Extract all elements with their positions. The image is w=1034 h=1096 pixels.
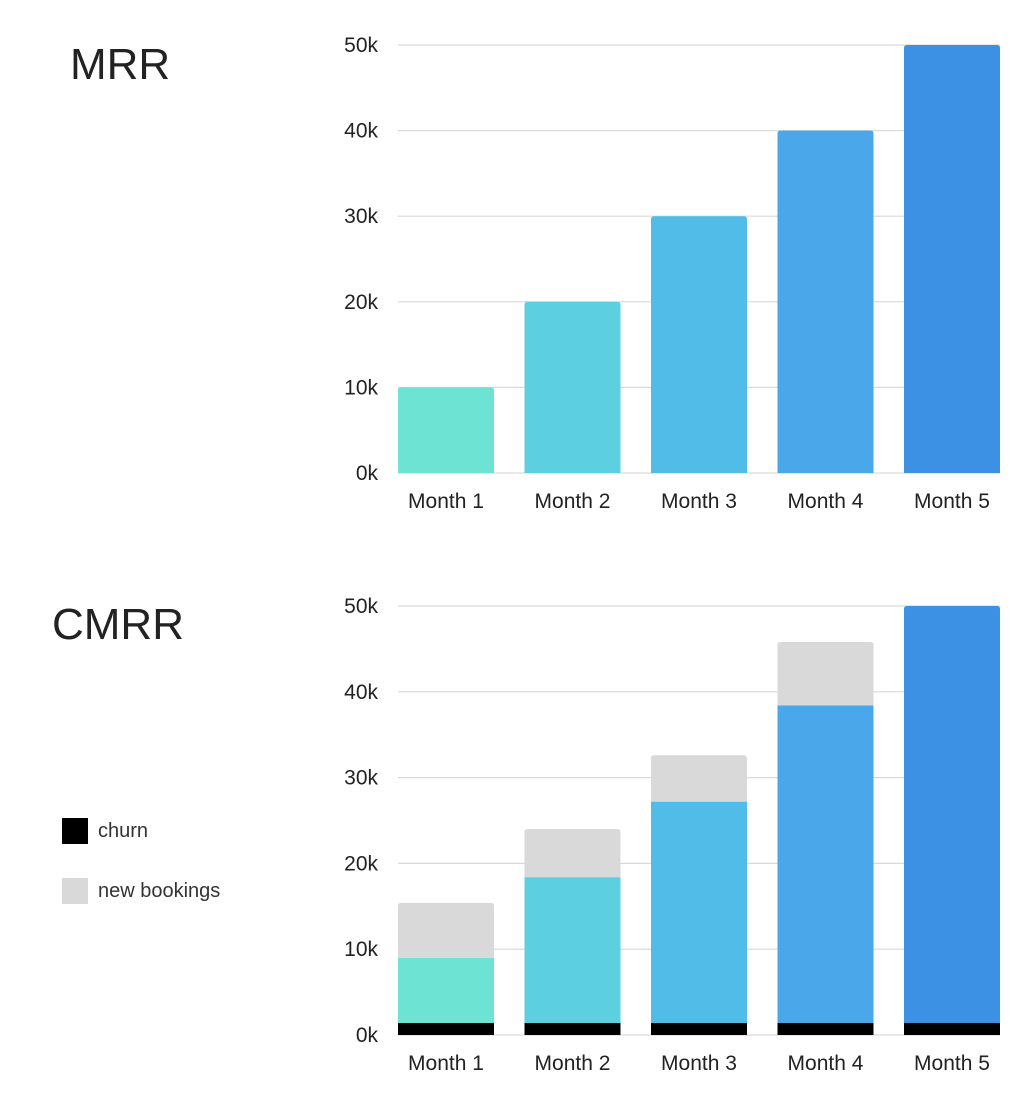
mrr-bar (777, 130, 874, 473)
cmrr-bar-churn (398, 1022, 494, 1035)
mrr-y-tick-label: 30k (344, 205, 378, 228)
cmrr-y-tick-label: 40k (344, 681, 378, 704)
cmrr-x-tick-label: Month 3 (661, 1052, 737, 1075)
mrr-bar (904, 45, 1000, 473)
cmrr-legend: churn new bookings (62, 816, 220, 936)
cmrr-y-tick-label: 10k (344, 938, 378, 961)
mrr-x-tick-label: Month 4 (788, 490, 864, 513)
mrr-y-tick-label: 50k (344, 34, 378, 57)
mrr-x-tick-label: Month 1 (408, 490, 484, 513)
cmrr-bar-mrr (904, 606, 1000, 1023)
cmrr-bar-churn (904, 1022, 1000, 1035)
cmrr-bar-new-bookings (651, 755, 747, 802)
cmrr-y-tick-label: 50k (344, 595, 378, 618)
cmrr-bar-mrr (398, 957, 494, 1023)
mrr-y-tick-label: 10k (344, 376, 378, 399)
mrr-y-tick-label: 0k (356, 462, 379, 485)
mrr-x-tick-label: Month 5 (914, 490, 990, 513)
cmrr-bar-churn (777, 1022, 874, 1035)
mrr-y-tick-label: 40k (344, 120, 378, 143)
cmrr-x-tick-label: Month 4 (788, 1052, 864, 1075)
legend-item-churn: churn (62, 816, 220, 846)
cmrr-bar-mrr (651, 801, 747, 1023)
mrr-x-tick-label: Month 2 (535, 490, 611, 513)
cmrr-bar-new-bookings (398, 902, 494, 958)
cmrr-bar-churn (651, 1022, 747, 1035)
cmrr-bar-mrr (524, 877, 621, 1023)
cmrr-x-tick-label: Month 1 (408, 1052, 484, 1075)
mrr-chart-title: MRR (70, 40, 171, 89)
cmrr-x-tick-label: Month 2 (535, 1052, 611, 1075)
cmrr-y-tick-label: 0k (356, 1024, 379, 1047)
cmrr-bar-mrr (777, 705, 874, 1023)
cmrr-bar-new-bookings (777, 642, 874, 706)
cmrr-x-tick-label: Month 5 (914, 1052, 990, 1075)
legend-swatch-churn (62, 818, 88, 844)
legend-label-new-bookings: new bookings (98, 879, 221, 902)
mrr-bar (651, 216, 747, 473)
legend-item-new-bookings: new bookings (62, 876, 220, 906)
legend-label-churn: churn (98, 819, 149, 842)
cmrr-bar-new-bookings (524, 829, 621, 878)
legend-swatch-new-bookings (62, 878, 88, 904)
mrr-bar (398, 387, 494, 473)
cmrr-y-tick-label: 30k (344, 767, 378, 790)
cmrr-chart-title: CMRR (52, 600, 184, 649)
mrr-y-tick-label: 20k (344, 291, 378, 314)
cmrr-bar-churn (524, 1022, 621, 1035)
cmrr-y-tick-label: 20k (344, 852, 378, 875)
mrr-bar (524, 301, 621, 473)
mrr-x-tick-label: Month 3 (661, 490, 737, 513)
